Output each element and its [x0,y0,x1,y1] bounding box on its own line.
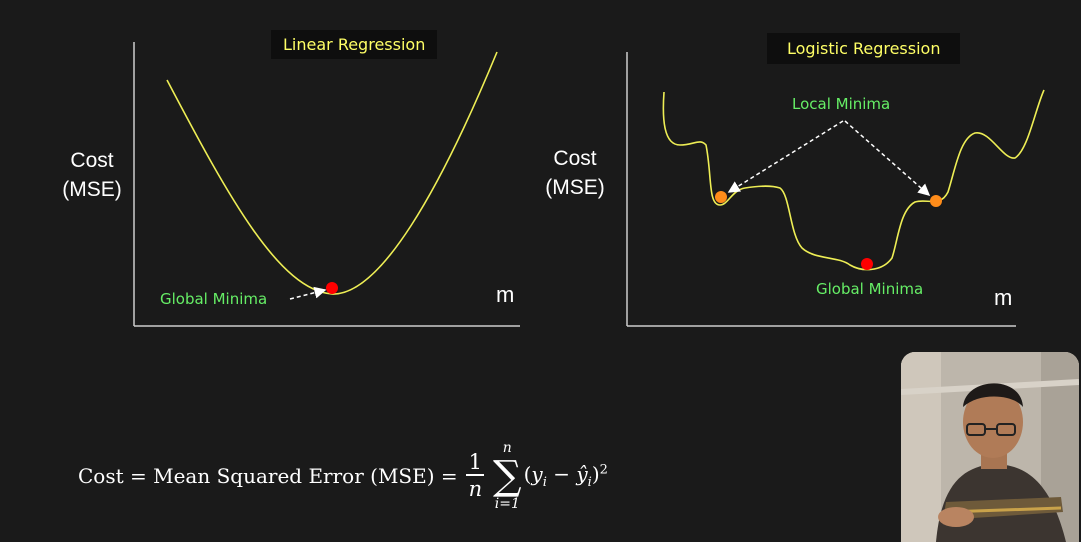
local-minima-point-right [930,195,942,207]
local-minima-arrow-left [727,120,844,193]
left-ylabel-line2: (MSE) [62,178,122,201]
sum-upper-limit: n [502,440,512,456]
linear-cost-curve [166,51,498,295]
left-global-minima-arrow [289,286,327,300]
left-x-axis-label: m [496,282,515,307]
presenter-webcam [901,352,1079,542]
fraction-bar [466,474,485,476]
logistic-regression-title: Logistic Regression [767,33,961,64]
mse-formula: Cost = Mean Squared Error (MSE) = 1 n n … [78,440,608,512]
left-global-minima-label: Global Minima [160,290,268,308]
right-global-minima-point [861,258,873,270]
formula-lhs: Cost = Mean Squared Error (MSE) = [78,464,458,488]
summation: n ∑ i=1 [493,440,522,512]
local-minima-point-left [715,191,727,203]
formula-squared-term: (yi − ŷi)2 [523,462,608,490]
fraction-numerator: 1 [468,450,483,475]
formula-fraction: 1 n [466,450,485,502]
local-minima-arrow-right [844,120,931,196]
right-global-minima-label: Global Minima [816,280,924,298]
left-ylabel-line1: Cost [70,149,114,172]
sigma-symbol: ∑ [493,453,522,499]
right-ylabel-line2: (MSE) [545,176,605,199]
presenter-image [901,352,1079,542]
right-x-axis-label: m [994,285,1013,310]
linear-regression-title: Linear Regression [271,30,438,59]
logistic-cost-curve [662,89,1045,271]
right-ylabel-line1: Cost [553,147,597,170]
left-global-minima-point [326,282,338,294]
sum-lower-limit: i=1 [494,496,520,512]
fraction-denominator: n [468,476,483,501]
left-y-axis-label: Cost (MSE) [55,146,129,204]
right-y-axis-label: Cost (MSE) [538,144,612,202]
local-minima-label: Local Minima [792,95,891,113]
